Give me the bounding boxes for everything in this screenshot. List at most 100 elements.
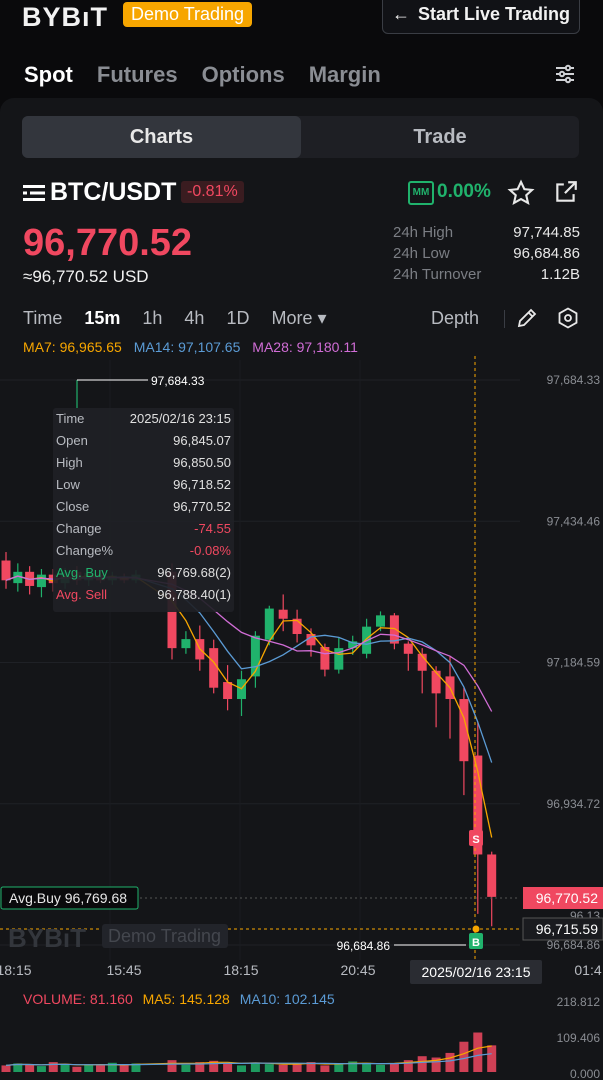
tooltip-row: Low 96,718.52 bbox=[53, 474, 234, 496]
candle-body bbox=[417, 653, 427, 671]
volume-ma10-line bbox=[5, 1053, 492, 1066]
tf-15m[interactable]: 15m bbox=[84, 308, 121, 328]
start-live-trading-button[interactable]: ← Start Live Trading bbox=[382, 0, 580, 34]
sell-marker-text: S bbox=[472, 834, 479, 846]
timeframe-bar: Time 15m 1h 4h 1D More ▾ bbox=[23, 308, 349, 329]
volume-legend: VOLUME: 81.160 MA5: 145.128 MA10: 102.14… bbox=[23, 991, 341, 1007]
tab-options[interactable]: Options bbox=[201, 62, 285, 87]
tooltip-key: High bbox=[56, 455, 83, 470]
volume-bar bbox=[473, 1032, 483, 1072]
stat-value: 96,684.86 bbox=[513, 245, 580, 262]
tooltip-key: Avg. Buy bbox=[56, 565, 108, 580]
volume-tick-label: 0.000 bbox=[570, 1067, 600, 1080]
chart-settings-icon[interactable] bbox=[556, 306, 580, 330]
menu-list-icon[interactable] bbox=[23, 182, 45, 204]
tooltip-value: 96,718.52 bbox=[173, 477, 231, 492]
stat-label: 24h Turnover bbox=[393, 266, 482, 283]
volume-bar bbox=[181, 1064, 191, 1072]
price-chart[interactable]: 97,684.33 97,434.46 97,184.59 96,934.72 96,6… bbox=[0, 356, 603, 1080]
tooltip-value: 96,769.68(2) bbox=[157, 565, 231, 580]
mm-icon: MM bbox=[408, 181, 434, 205]
tooltip-row: Open 96,845.07 bbox=[53, 430, 234, 452]
crosshair-time-tag-text: 2025/02/16 23:15 bbox=[422, 964, 531, 980]
candle-tooltip: Time 2025/02/16 23:15 Open 96,845.07 High 96,… bbox=[53, 408, 234, 612]
stat-value: 97,744.85 bbox=[513, 224, 580, 241]
ma28-label: MA28: 97,180.11 bbox=[252, 339, 358, 355]
tab-futures[interactable]: Futures bbox=[96, 62, 178, 87]
trading-pair[interactable]: BTC/USDT bbox=[50, 178, 177, 206]
pencil-icon[interactable] bbox=[515, 306, 539, 330]
tab-charts[interactable]: Charts bbox=[22, 116, 301, 158]
settings-sliders-icon[interactable] bbox=[553, 62, 577, 86]
x-tick-label: 18:15 bbox=[0, 962, 32, 978]
volume-bar bbox=[195, 1062, 205, 1072]
candle-body bbox=[459, 699, 469, 762]
volume-bar bbox=[107, 1062, 117, 1072]
volume-bar bbox=[362, 1062, 372, 1072]
buy-marker-text: B bbox=[472, 937, 480, 949]
x-tick-label: 15:45 bbox=[106, 962, 141, 978]
volume-bar bbox=[334, 1064, 344, 1072]
y-tick-label: 97,434.46 bbox=[547, 514, 601, 528]
depth-button[interactable]: Depth bbox=[431, 308, 480, 328]
volume-bar bbox=[320, 1065, 330, 1072]
x-tick-label: 01:4 bbox=[574, 962, 601, 978]
volume-bar bbox=[209, 1060, 219, 1072]
high-price-label: 97,684.33 bbox=[151, 374, 205, 388]
x-tick-label: 18:15 bbox=[223, 962, 258, 978]
candle-body bbox=[278, 609, 288, 619]
tf-more[interactable]: More ▾ bbox=[271, 308, 327, 328]
sell-marker bbox=[469, 830, 483, 846]
candle-body bbox=[264, 608, 274, 640]
buy-marker bbox=[469, 933, 483, 949]
candle-body bbox=[292, 618, 302, 635]
watermark-text: Demo Trading bbox=[108, 926, 221, 946]
volume-bar bbox=[417, 1056, 427, 1072]
tf-1h[interactable]: 1h bbox=[142, 308, 163, 328]
watermark-logo: BYBıT bbox=[8, 923, 86, 953]
volume-bar bbox=[264, 1064, 274, 1072]
volume-bar bbox=[445, 1052, 455, 1072]
ma14-label: MA14: 97,107.65 bbox=[133, 339, 241, 355]
tab-spot[interactable]: Spot bbox=[24, 62, 73, 87]
candle-body bbox=[306, 634, 316, 646]
star-icon[interactable] bbox=[507, 179, 535, 207]
market-tabs: Spot Futures Options Margin bbox=[24, 62, 381, 88]
tf-4h[interactable]: 4h bbox=[184, 308, 205, 328]
candle-body bbox=[376, 615, 385, 627]
tooltip-value: 96,788.40(1) bbox=[157, 587, 231, 602]
divider bbox=[504, 310, 505, 328]
ma7-label: MA7: 96,965.65 bbox=[23, 339, 122, 355]
tooltip-value: 96,850.50 bbox=[173, 455, 231, 470]
crosshair-time-tag bbox=[410, 960, 542, 984]
last-price-tag-text: 96,770.52 bbox=[536, 890, 598, 906]
tooltip-key: Change bbox=[56, 521, 102, 536]
volume-bar bbox=[306, 1062, 316, 1072]
stat-label: 24h High bbox=[393, 224, 454, 241]
tooltip-row: Change% -0.08% bbox=[53, 540, 234, 562]
tooltip-row: Avg. Buy 96,769.68(2) bbox=[53, 562, 234, 584]
volume-bar bbox=[48, 1062, 58, 1072]
tooltip-key: Low bbox=[56, 477, 80, 492]
tab-margin[interactable]: Margin bbox=[308, 62, 381, 87]
tab-trade[interactable]: Trade bbox=[413, 126, 467, 148]
volume-bar bbox=[1, 1065, 11, 1072]
tooltip-row: Time 2025/02/16 23:15 bbox=[53, 408, 234, 430]
tooltip-key: Close bbox=[56, 499, 90, 514]
volume-bar bbox=[25, 1064, 35, 1072]
volume-bar bbox=[348, 1061, 358, 1072]
avg-buy-label: Avg.Buy 96,769.68 bbox=[9, 890, 127, 906]
bybit-logo: BYBıT bbox=[22, 2, 108, 32]
tooltip-row: Close 96,770.52 bbox=[53, 496, 234, 518]
tf-time[interactable]: Time bbox=[23, 308, 63, 328]
share-icon[interactable] bbox=[553, 179, 579, 205]
candle-body bbox=[36, 574, 46, 588]
tooltip-key: Time bbox=[56, 411, 85, 426]
tooltip-value: -0.08% bbox=[189, 543, 231, 558]
candle-body bbox=[334, 648, 344, 670]
volume-bar bbox=[250, 1062, 260, 1072]
tooltip-row: Avg. Sell 96,788.40(1) bbox=[53, 584, 234, 606]
tf-1d[interactable]: 1D bbox=[226, 308, 250, 328]
ma10-volume-label: MA10: 102.145 bbox=[239, 991, 335, 1007]
mm-value: 0.00% bbox=[437, 181, 491, 202]
